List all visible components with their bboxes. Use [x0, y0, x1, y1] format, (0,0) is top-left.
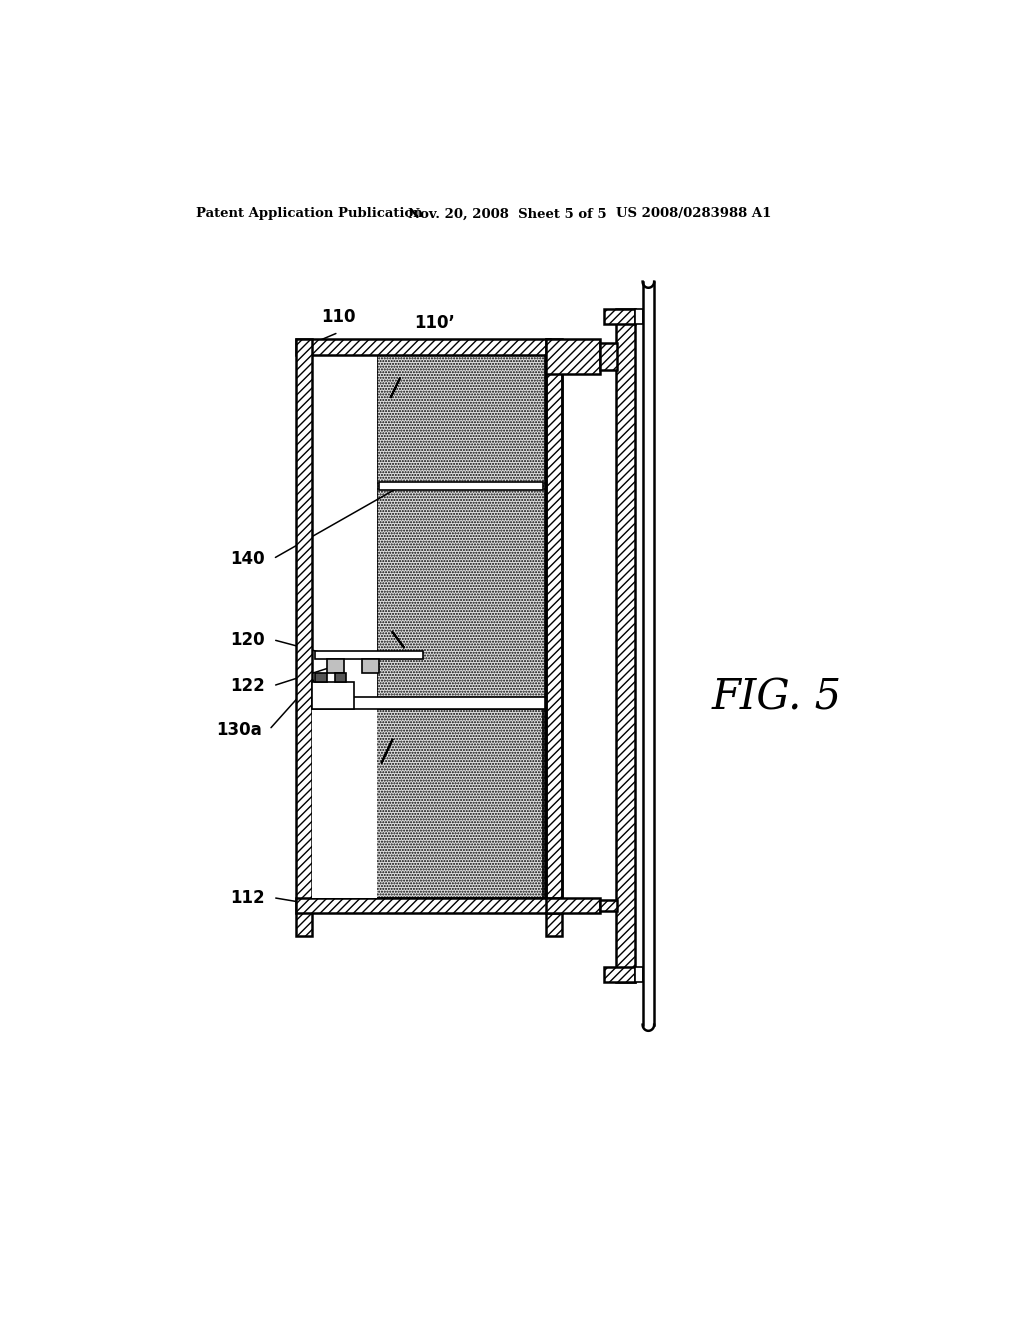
Bar	[604, 309, 635, 323]
Bar	[635, 309, 643, 323]
Text: 110: 110	[321, 309, 355, 326]
Bar	[315, 673, 327, 682]
Bar	[315, 709, 544, 898]
Bar	[296, 898, 562, 913]
Bar	[311, 709, 377, 898]
Text: FIG. 5: FIG. 5	[712, 676, 842, 718]
Text: Nov. 20, 2008  Sheet 5 of 5: Nov. 20, 2008 Sheet 5 of 5	[408, 207, 606, 220]
Bar	[296, 339, 311, 936]
Text: Patent Application Publication: Patent Application Publication	[196, 207, 423, 220]
Bar	[296, 339, 550, 355]
Text: 140: 140	[230, 550, 265, 568]
Bar	[327, 659, 344, 673]
Bar	[311, 355, 377, 898]
Text: 120: 120	[230, 631, 265, 648]
Bar	[311, 355, 547, 898]
Bar	[600, 343, 617, 370]
Bar	[311, 697, 545, 709]
Bar	[547, 339, 562, 936]
Bar	[547, 339, 600, 374]
Text: 122: 122	[230, 677, 265, 694]
Bar	[335, 673, 346, 682]
Bar	[635, 966, 643, 982]
Text: 130a: 130a	[216, 721, 261, 739]
Bar	[604, 966, 635, 982]
Bar	[377, 355, 545, 898]
Bar	[600, 900, 617, 911]
Bar	[615, 309, 635, 982]
Text: 112: 112	[230, 888, 265, 907]
Text: 110’: 110’	[414, 314, 455, 331]
Text: US 2008/0283988 A1: US 2008/0283988 A1	[615, 207, 771, 220]
Bar	[361, 659, 379, 673]
Bar	[311, 682, 354, 709]
Bar	[547, 898, 600, 913]
Bar	[379, 482, 544, 490]
Bar	[315, 651, 423, 659]
